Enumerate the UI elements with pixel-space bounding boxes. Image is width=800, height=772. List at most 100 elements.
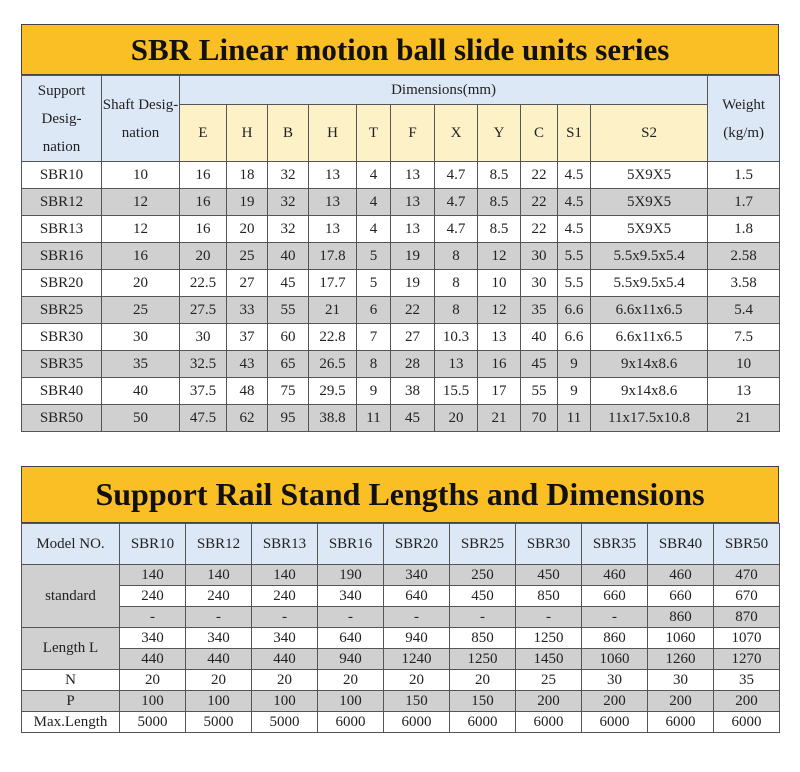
table-cell: 21 xyxy=(308,296,357,324)
table-cell: 11 xyxy=(557,404,591,432)
table-cell: 21 xyxy=(477,404,521,432)
model-header: SBR13 xyxy=(251,523,318,565)
dimension-col-header: Y xyxy=(477,104,521,162)
rail-lengths-table: Model NO. SBR10 SBR12 SBR13 SBR16 SBR20 SBR25 S… xyxy=(21,523,780,733)
table-row: SBR50 50 47.5 62 95 38.8 11 45 20 21 70 11 11x17.5x1… xyxy=(21,404,781,432)
table-cell: 13 xyxy=(308,161,357,189)
table-cell: 10 xyxy=(101,161,180,189)
n-cell: 20 xyxy=(185,669,252,691)
table-cell: 22.5 xyxy=(179,269,227,297)
table-cell: 12 xyxy=(477,296,521,324)
table-cell: 6.6x11x6.5 xyxy=(589,296,709,324)
length-cell: 640 xyxy=(383,585,450,607)
table-cell: 8 xyxy=(434,296,478,324)
table-cell: 40 xyxy=(267,242,309,270)
model-header: SBR12 xyxy=(185,523,252,565)
p-cell: 200 xyxy=(713,690,780,712)
table-cell: 16 xyxy=(179,188,227,216)
table-cell: 27 xyxy=(390,323,435,351)
table-row: SBR40 40 37.5 48 75 29.5 9 38 15.5 17 55 9 9x14x8.6 1… xyxy=(21,377,781,405)
shaft-designation-header: Shaft Desig- nation xyxy=(101,75,180,162)
table-cell: 6.6 xyxy=(557,296,591,324)
length-cell: - xyxy=(185,606,252,628)
table-cell: 32 xyxy=(267,215,309,243)
length-cell: 1070 xyxy=(713,627,780,649)
table-cell: 20 xyxy=(101,269,180,297)
sbr-dimensions-table: Support Desig- nation Shaft Desig- natio… xyxy=(21,75,781,432)
table-cell: 62 xyxy=(226,404,268,432)
table-cell: SBR35 xyxy=(21,350,102,378)
table-row: SBR25 25 27.5 33 55 21 6 22 8 12 35 6.6 6.6x11x6.5 5.… xyxy=(21,296,781,324)
length-cell: - xyxy=(317,606,384,628)
dimension-col-header: X xyxy=(434,104,478,162)
length-cell: - xyxy=(251,606,318,628)
table-cell: SBR25 xyxy=(21,296,102,324)
table-cell: 10.3 xyxy=(434,323,478,351)
table-cell: 5.5x9.5x5.4 xyxy=(589,242,709,270)
table-cell: 8 xyxy=(434,242,478,270)
table-cell: 32.5 xyxy=(179,350,227,378)
table-cell: 19 xyxy=(390,269,435,297)
table-cell: 13 xyxy=(477,323,521,351)
table-cell: 45 xyxy=(520,350,558,378)
n-cell: 20 xyxy=(317,669,384,691)
table-cell: 6.6 xyxy=(557,323,591,351)
length-cell: 340 xyxy=(317,585,384,607)
dimension-col-header: H xyxy=(308,104,357,162)
table-cell: 4 xyxy=(356,215,391,243)
table-cell: 22 xyxy=(520,161,558,189)
table-cell: 20 xyxy=(434,404,478,432)
n-cell: 20 xyxy=(119,669,186,691)
table-cell: 4.7 xyxy=(434,215,478,243)
max-length-cell: 6000 xyxy=(647,711,714,733)
standard-label: standard xyxy=(21,564,120,628)
table-cell: 12 xyxy=(101,188,180,216)
p-cell: 100 xyxy=(185,690,252,712)
table-cell: 19 xyxy=(226,188,268,216)
p-cell: 100 xyxy=(317,690,384,712)
table-cell: 60 xyxy=(267,323,309,351)
length-cell: 1260 xyxy=(647,648,714,670)
table-cell: 37.5 xyxy=(179,377,227,405)
table1-title: SBR Linear motion ball slide units serie… xyxy=(21,24,779,75)
table-row: SBR30 30 30 37 60 22.8 7 27 10.3 13 40 6.6 6.6x11x6.… xyxy=(21,323,781,351)
n-cell: 35 xyxy=(713,669,780,691)
table-cell: 5.4 xyxy=(707,296,781,324)
length-cell: 450 xyxy=(515,564,582,586)
model-label: Model NO. xyxy=(21,523,120,565)
length-cell: 860 xyxy=(647,606,714,628)
length-cell: 850 xyxy=(449,627,516,649)
table-cell: 13 xyxy=(308,188,357,216)
table-row: N 20 20 20 20 20 20 25 30 30 35 xyxy=(21,669,780,691)
table-cell: 38 xyxy=(390,377,435,405)
length-cell: 340 xyxy=(383,564,450,586)
table-cell: 8.5 xyxy=(477,188,521,216)
table-cell: 13 xyxy=(390,215,435,243)
table-cell: 9 xyxy=(557,377,591,405)
p-label: P xyxy=(21,690,120,712)
table-cell: 8.5 xyxy=(477,215,521,243)
table-row: SBR35 35 32.5 43 65 26.5 8 28 13 16 45 9 9x14x8.6 10 xyxy=(21,350,781,378)
length-cell: 660 xyxy=(581,585,648,607)
table-cell: 6.6x11x6.5 xyxy=(589,323,709,351)
table-cell: 20 xyxy=(226,215,268,243)
table-cell: 35 xyxy=(101,350,180,378)
length-cell: 640 xyxy=(317,627,384,649)
table-cell: 45 xyxy=(390,404,435,432)
p-cell: 150 xyxy=(383,690,450,712)
table-cell: 16 xyxy=(179,215,227,243)
model-header: SBR20 xyxy=(383,523,450,565)
p-cell: 100 xyxy=(251,690,318,712)
table-cell: 20 xyxy=(179,242,227,270)
n-cell: 30 xyxy=(647,669,714,691)
model-header: SBR30 xyxy=(515,523,582,565)
table-cell: 22 xyxy=(520,215,558,243)
table-cell: 7 xyxy=(356,323,391,351)
length-cell: 860 xyxy=(581,627,648,649)
model-header: SBR16 xyxy=(317,523,384,565)
table-cell: SBR40 xyxy=(21,377,102,405)
table-cell: 95 xyxy=(267,404,309,432)
table-cell: 5.5x9.5x5.4 xyxy=(589,269,709,297)
table-cell: 17.7 xyxy=(308,269,357,297)
table-cell: SBR16 xyxy=(21,242,102,270)
